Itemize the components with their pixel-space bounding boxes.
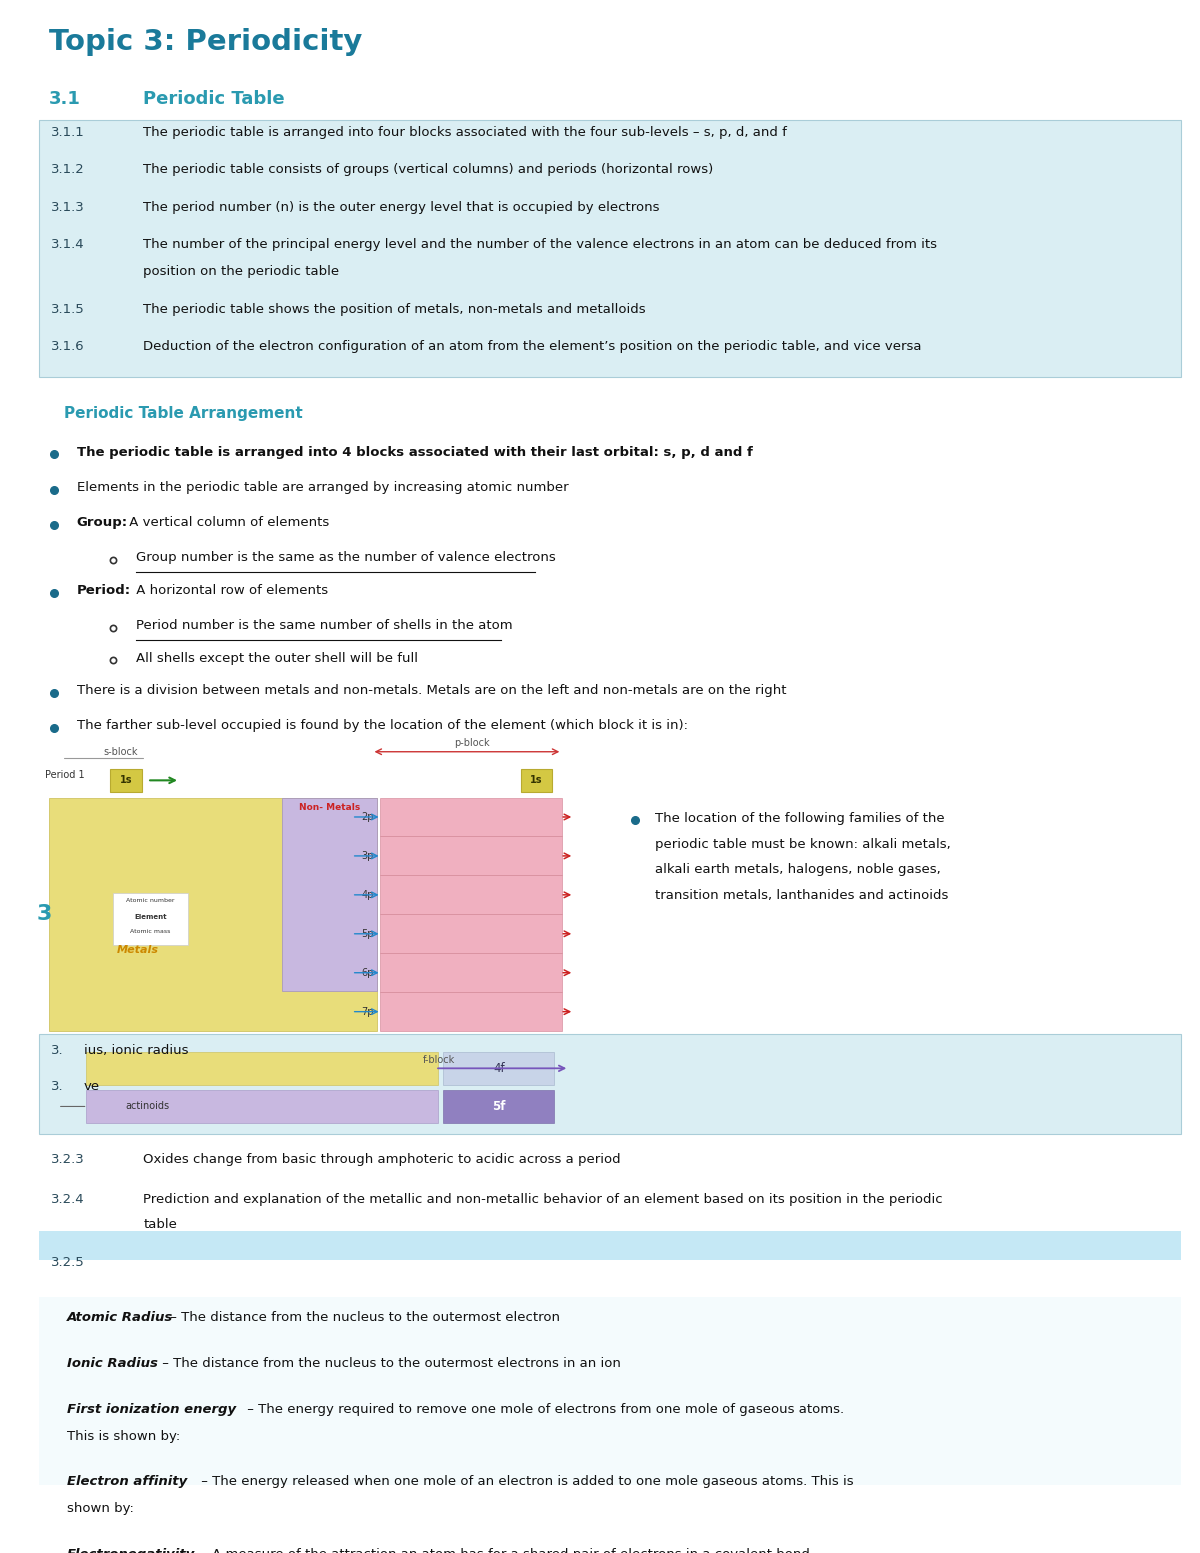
Text: 4p: 4p (361, 890, 373, 899)
Text: 3.: 3. (50, 1044, 64, 1056)
Text: Topic 3: Periodicity: Topic 3: Periodicity (49, 28, 362, 56)
Text: Oxides change from basic through amphoteric to acidic across a period: Oxides change from basic through amphote… (143, 1154, 620, 1166)
Text: The periodic table is arranged into four blocks associated with the four sub-lev: The periodic table is arranged into four… (143, 126, 787, 140)
Text: 3.1.5: 3.1.5 (50, 303, 84, 315)
Text: 3p: 3p (361, 851, 373, 860)
Text: This is shown by:: This is shown by: (67, 1430, 180, 1443)
Text: periodic table must be known: alkali metals,: periodic table must be known: alkali met… (655, 837, 950, 851)
Text: p-block: p-block (454, 738, 490, 749)
Text: 3.1.6: 3.1.6 (50, 340, 84, 353)
Text: The periodic table is arranged into 4 blocks associated with their last orbital:: The periodic table is arranged into 4 bl… (77, 446, 752, 458)
Text: actinoids: actinoids (125, 1101, 169, 1112)
Bar (443, 1090, 554, 1123)
Text: The farther sub-level occupied is found by the location of the element (which bl: The farther sub-level occupied is found … (77, 719, 688, 733)
Bar (379, 876, 563, 915)
Text: – The distance from the nucleus to the outermost electrons in an ion: – The distance from the nucleus to the o… (158, 1357, 622, 1370)
Text: Non- Metals: Non- Metals (299, 803, 360, 812)
Text: Atomic mass: Atomic mass (131, 929, 170, 933)
Text: 6p: 6p (361, 968, 373, 978)
Text: 3.2.4: 3.2.4 (50, 1193, 84, 1207)
Text: Group:: Group: (77, 516, 127, 530)
Text: 5f: 5f (492, 1100, 505, 1114)
Text: Periodic Table: Periodic Table (143, 90, 284, 109)
Text: The number of the principal energy level and the number of the valence electrons: The number of the principal energy level… (143, 238, 937, 250)
Text: A horizontal row of elements: A horizontal row of elements (132, 584, 329, 596)
Text: – A measure of the attraction an atom has for a shared pair of electrons in a co: – A measure of the attraction an atom ha… (197, 1548, 810, 1553)
Text: shown by:: shown by: (67, 1502, 133, 1516)
Bar (49, 798, 377, 1031)
Text: Period 1: Period 1 (44, 770, 84, 780)
Bar (379, 992, 563, 1031)
Bar (110, 769, 143, 792)
Bar (443, 1051, 554, 1084)
Bar (114, 893, 188, 946)
Text: s-block: s-block (103, 747, 138, 756)
Text: f-block: f-block (422, 1056, 455, 1065)
Text: Period:: Period: (77, 584, 131, 596)
Text: 3.1.2: 3.1.2 (50, 163, 84, 177)
Text: All shells except the outer shell will be full: All shells except the outer shell will b… (137, 652, 419, 665)
Text: 7p: 7p (361, 1006, 373, 1017)
Text: The location of the following families of the: The location of the following families o… (655, 812, 944, 825)
Text: Electron affinity: Electron affinity (67, 1475, 187, 1488)
Text: The periodic table consists of groups (vertical columns) and periods (horizontal: The periodic table consists of groups (v… (143, 163, 714, 177)
Bar (38, 1232, 1181, 1259)
Text: table: table (143, 1218, 178, 1232)
Text: 2p: 2p (361, 812, 373, 822)
Text: – The energy released when one mole of an electron is added to one mole gaseous : – The energy released when one mole of a… (197, 1475, 853, 1488)
Text: Period number is the same number of shells in the atom: Period number is the same number of shel… (137, 620, 512, 632)
Text: Ionic Radius: Ionic Radius (67, 1357, 157, 1370)
Text: 3.2.3: 3.2.3 (50, 1154, 84, 1166)
Bar (85, 1090, 438, 1123)
Bar (38, 1034, 1181, 1134)
Text: Group number is the same as the number of valence electrons: Group number is the same as the number o… (137, 551, 556, 564)
Text: 3.1.1: 3.1.1 (50, 126, 84, 140)
Bar (521, 769, 552, 792)
Text: Electronegativity: Electronegativity (67, 1548, 194, 1553)
Text: – The distance from the nucleus to the outermost electron: – The distance from the nucleus to the o… (166, 1311, 560, 1325)
Text: Atomic number: Atomic number (126, 898, 175, 902)
Text: 3.1.3: 3.1.3 (50, 200, 84, 214)
Bar (85, 1051, 438, 1084)
Text: – The energy required to remove one mole of electrons from one mole of gaseous a: – The energy required to remove one mole… (242, 1402, 844, 1416)
Text: 1s: 1s (530, 775, 542, 786)
Text: Periodic Table Arrangement: Periodic Table Arrangement (64, 405, 302, 421)
Text: 3: 3 (37, 904, 53, 924)
Text: There is a division between metals and non-metals. Metals are on the left and no: There is a division between metals and n… (77, 683, 786, 697)
Bar (379, 915, 563, 954)
Bar (379, 837, 563, 876)
Text: A vertical column of elements: A vertical column of elements (125, 516, 329, 530)
Text: The period number (n) is the outer energy level that is occupied by electrons: The period number (n) is the outer energ… (143, 200, 660, 214)
Text: First ionization energy: First ionization energy (67, 1402, 236, 1416)
Text: 5p: 5p (361, 929, 373, 938)
Text: Elements in the periodic table are arranged by increasing atomic number: Elements in the periodic table are arran… (77, 481, 569, 494)
Text: ve: ve (84, 1079, 100, 1093)
Text: alkali earth metals, halogens, noble gases,: alkali earth metals, halogens, noble gas… (655, 863, 941, 876)
Bar (379, 798, 563, 837)
Text: Element: Element (134, 913, 167, 919)
Bar (38, 1297, 1181, 1553)
Text: 3.1.4: 3.1.4 (50, 238, 84, 250)
Text: 3.: 3. (50, 1079, 64, 1093)
Bar (38, 121, 1181, 377)
Text: Atomic Radius: Atomic Radius (67, 1311, 173, 1325)
Text: 4f: 4f (493, 1062, 504, 1075)
Text: 1s: 1s (120, 775, 132, 786)
Bar (282, 798, 377, 991)
Text: position on the periodic table: position on the periodic table (143, 266, 340, 278)
Text: Deduction of the electron configuration of an atom from the element’s position o: Deduction of the electron configuration … (143, 340, 922, 353)
Text: Prediction and explanation of the metallic and non-metallic behavior of an eleme: Prediction and explanation of the metall… (143, 1193, 943, 1207)
Text: ius, ionic radius: ius, ionic radius (84, 1044, 188, 1056)
Bar (379, 954, 563, 992)
Text: 3.1: 3.1 (49, 90, 80, 109)
Text: Metals: Metals (118, 946, 160, 955)
Text: 3.2.5: 3.2.5 (50, 1256, 84, 1269)
Text: transition metals, lanthanides and actinoids: transition metals, lanthanides and actin… (655, 888, 948, 902)
Text: The periodic table shows the position of metals, non-metals and metalloids: The periodic table shows the position of… (143, 303, 646, 315)
